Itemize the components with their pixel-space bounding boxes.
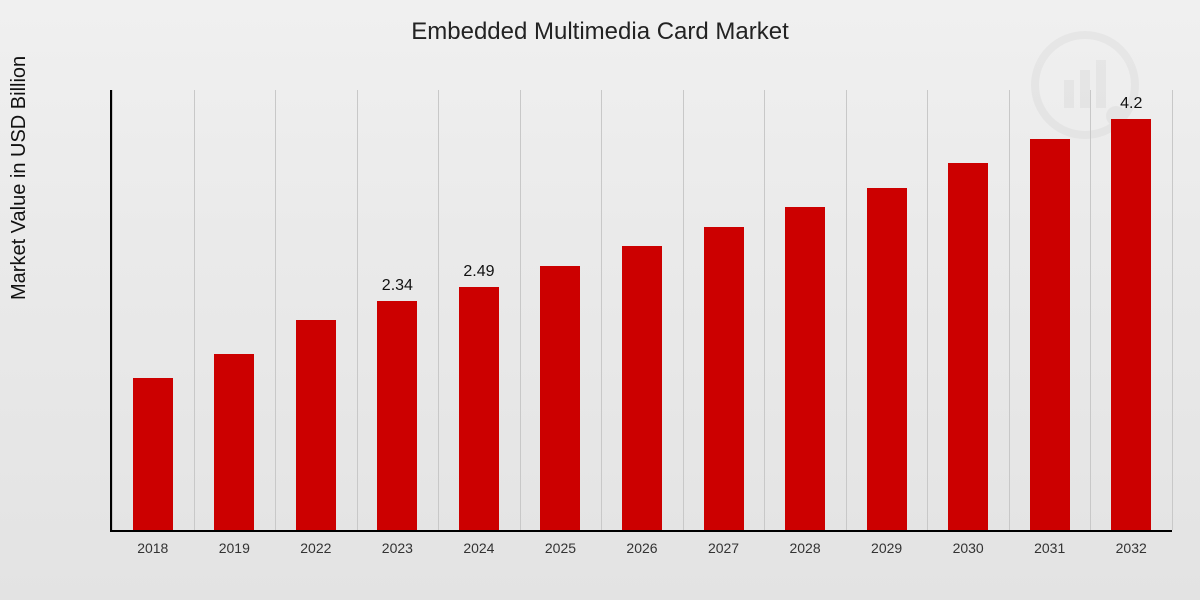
gridline [357, 90, 358, 530]
bar [214, 354, 254, 530]
x-tick-label: 2030 [927, 540, 1009, 556]
x-tick-label: 2025 [520, 540, 602, 556]
x-tick-label: 2027 [683, 540, 765, 556]
gridline [846, 90, 847, 530]
y-axis-label: Market Value in USD Billion [8, 56, 31, 300]
bar [948, 163, 988, 530]
bar [133, 378, 173, 530]
bar [785, 207, 825, 530]
bar [296, 320, 336, 530]
plot-area: 2018201920222.3420232.492024202520262027… [110, 90, 1172, 532]
gridline [194, 90, 195, 530]
x-tick-label: 2031 [1009, 540, 1091, 556]
gridline [112, 90, 113, 530]
bar [622, 246, 662, 530]
gridline [1009, 90, 1010, 530]
bar [459, 287, 499, 530]
chart-title: Embedded Multimedia Card Market [0, 18, 1200, 46]
gridline [601, 90, 602, 530]
x-tick-label: 2023 [357, 540, 439, 556]
bar [377, 301, 417, 530]
gridline [1090, 90, 1091, 530]
bar [1030, 139, 1070, 530]
chart-container: Embedded Multimedia Card Market Market V… [0, 0, 1200, 600]
gridline [1172, 90, 1173, 530]
x-tick-label: 2019 [194, 540, 276, 556]
x-tick-label: 2029 [846, 540, 928, 556]
gridline [764, 90, 765, 530]
gridline [438, 90, 439, 530]
value-label: 2.34 [362, 277, 432, 295]
x-tick-label: 2032 [1090, 540, 1172, 556]
x-tick-label: 2028 [764, 540, 846, 556]
x-tick-label: 2022 [275, 540, 357, 556]
value-label: 2.49 [444, 263, 514, 281]
x-tick-label: 2018 [112, 540, 194, 556]
x-tick-label: 2024 [438, 540, 520, 556]
bar [867, 188, 907, 530]
value-label: 4.2 [1096, 95, 1166, 113]
bar [704, 227, 744, 530]
bar [540, 266, 580, 530]
gridline [927, 90, 928, 530]
gridline [683, 90, 684, 530]
gridline [520, 90, 521, 530]
bar [1111, 119, 1151, 530]
gridline [275, 90, 276, 530]
x-tick-label: 2026 [601, 540, 683, 556]
